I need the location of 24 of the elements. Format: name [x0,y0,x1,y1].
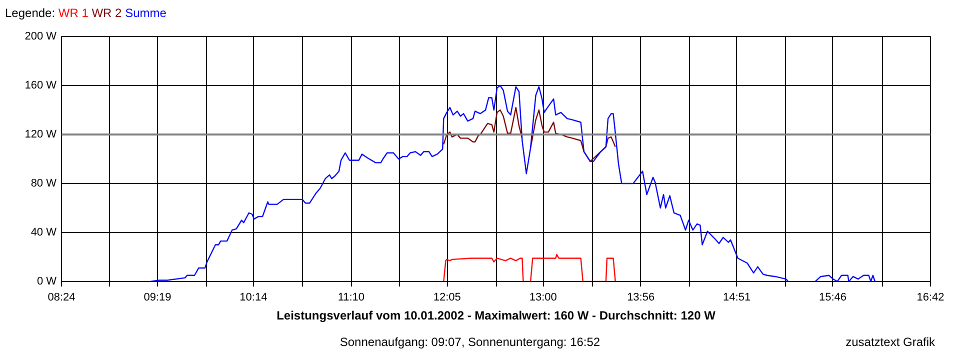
x-tick-label: 13:00 [529,292,557,304]
y-tick-label: 160 W [24,80,58,92]
x-tick-label: 15:46 [819,292,847,304]
y-tick-label: 40 W [30,226,58,238]
text: Summe [125,6,166,20]
y-tick-label: 80 W [30,178,58,190]
x-tick-label: 10:14 [240,292,268,304]
text: WR 1 [58,6,88,20]
text: Sonnenaufgang: 09:07, Sonnenuntergang: 16:52 [340,335,600,349]
text: Leistungsverlauf vom 10.01.2002 - Maximalwert: 160 W - Durchschnitt: 120 W [276,308,716,322]
x-tick-label: 13:56 [627,292,655,304]
text: zusatztext Grafik [846,334,935,351]
legend-title: Legende: [5,6,56,20]
x-tick-label: 08:24 [48,292,76,304]
y-tick-label: 0 W [36,276,58,288]
x-tick-label: 12:05 [433,292,461,304]
text: WR 2 [92,6,122,20]
x-tick-label: 14:51 [723,292,751,304]
y-tick-label: 200 W [24,30,58,42]
x-tick-label: 11:10 [338,292,365,304]
line-series [443,254,616,282]
x-tick-label: 09:19 [144,292,172,304]
y-tick-label: 120 W [24,128,58,140]
x-tick-label: 16:42 [916,292,944,304]
